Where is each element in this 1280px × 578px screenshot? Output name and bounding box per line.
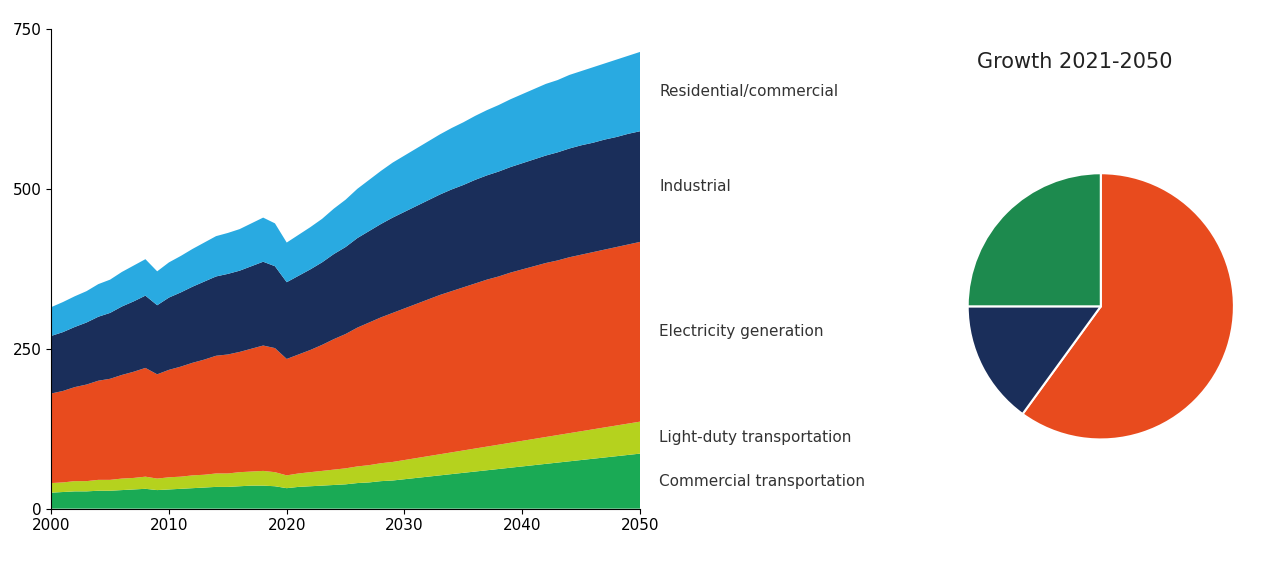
Text: Growth 2021-2050: Growth 2021-2050 [978,52,1172,72]
Text: Electricity generation: Electricity generation [659,324,824,339]
Text: Residential/commercial: Residential/commercial [659,84,838,99]
Text: Industrial: Industrial [659,179,731,194]
Wedge shape [968,173,1101,306]
Text: Commercial transportation: Commercial transportation [659,473,865,488]
Wedge shape [968,306,1101,414]
Wedge shape [1023,173,1234,439]
Text: Light-duty transportation: Light-duty transportation [659,430,851,445]
